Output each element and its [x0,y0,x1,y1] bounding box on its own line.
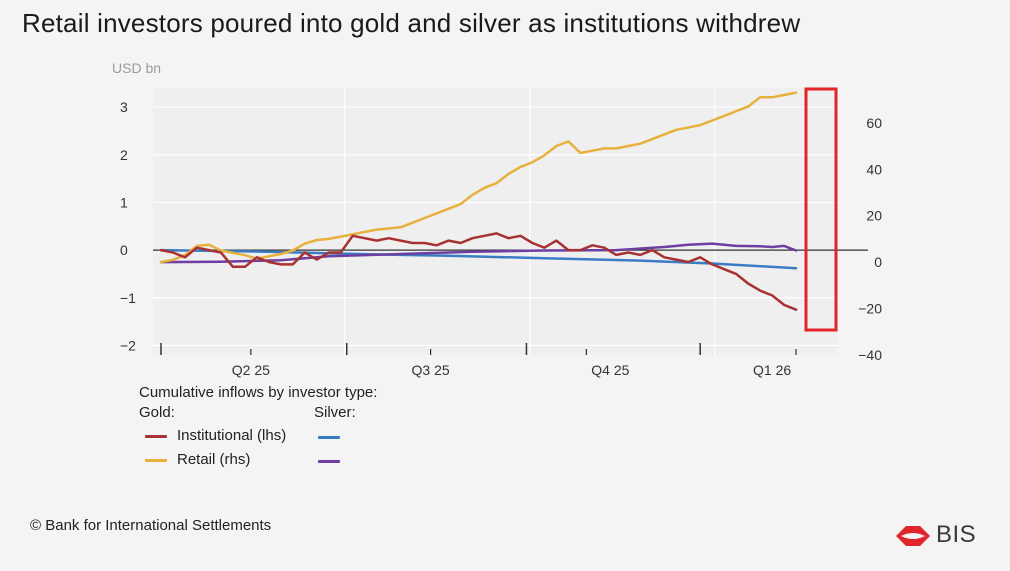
series-line-silver-retail [159,242,798,264]
y-left-tick-label: 0 [120,242,128,258]
legend-swatch-silver-retail [318,460,340,463]
logo-text: BIS [936,521,977,548]
plot-area [153,88,838,355]
y-axis-unit: USD bn [112,60,162,76]
y-right-tick-label: −40 [858,347,882,363]
copyright: © Bank for International Settlements [30,517,272,534]
y-right-tick-label: −20 [858,301,882,317]
x-tick-label: Q1 26 [753,362,791,378]
legend-silver-label: Silver: [314,404,356,421]
y-left-tick-label: −1 [120,290,136,306]
y-right-tick-label: 60 [866,115,882,131]
legend-heading: Cumulative inflows by investor type: [139,384,378,401]
series-line-silver-institutional [159,248,798,270]
x-tick-label: Q3 25 [412,362,450,378]
chart-title: Retail investors poured into gold and si… [22,8,801,38]
legend-label-retail: Retail (rhs) [177,451,251,468]
legend-item-retail: Retail (rhs) [145,451,250,468]
legend-label-institutional: Institutional (lhs) [177,427,287,444]
legend-item-institutional: Institutional (lhs) [145,427,286,444]
series-line-gold-institutional [159,232,798,311]
bis-logo-icon [896,526,930,546]
legend-swatch-gold-retail [145,458,167,462]
x-tick-label: Q2 25 [232,362,270,378]
y-right-tick-label: 0 [874,254,882,270]
legend-gold-label: Gold: [139,404,175,421]
y-right-tick-label: 40 [866,161,882,177]
y-left-tick-label: 1 [120,194,128,210]
y-left-tick-label: 2 [120,147,128,163]
y-left-tick-label: 3 [120,99,128,115]
legend-swatch-gold-institutional [145,434,167,438]
highlight-box [804,87,838,332]
legend-swatch-silver-institutional [318,436,340,439]
y-right-tick-label: 20 [866,208,882,224]
y-left-tick-label: −2 [120,337,136,353]
series-line-gold-retail [159,91,798,264]
x-tick-label: Q4 25 [591,362,629,378]
